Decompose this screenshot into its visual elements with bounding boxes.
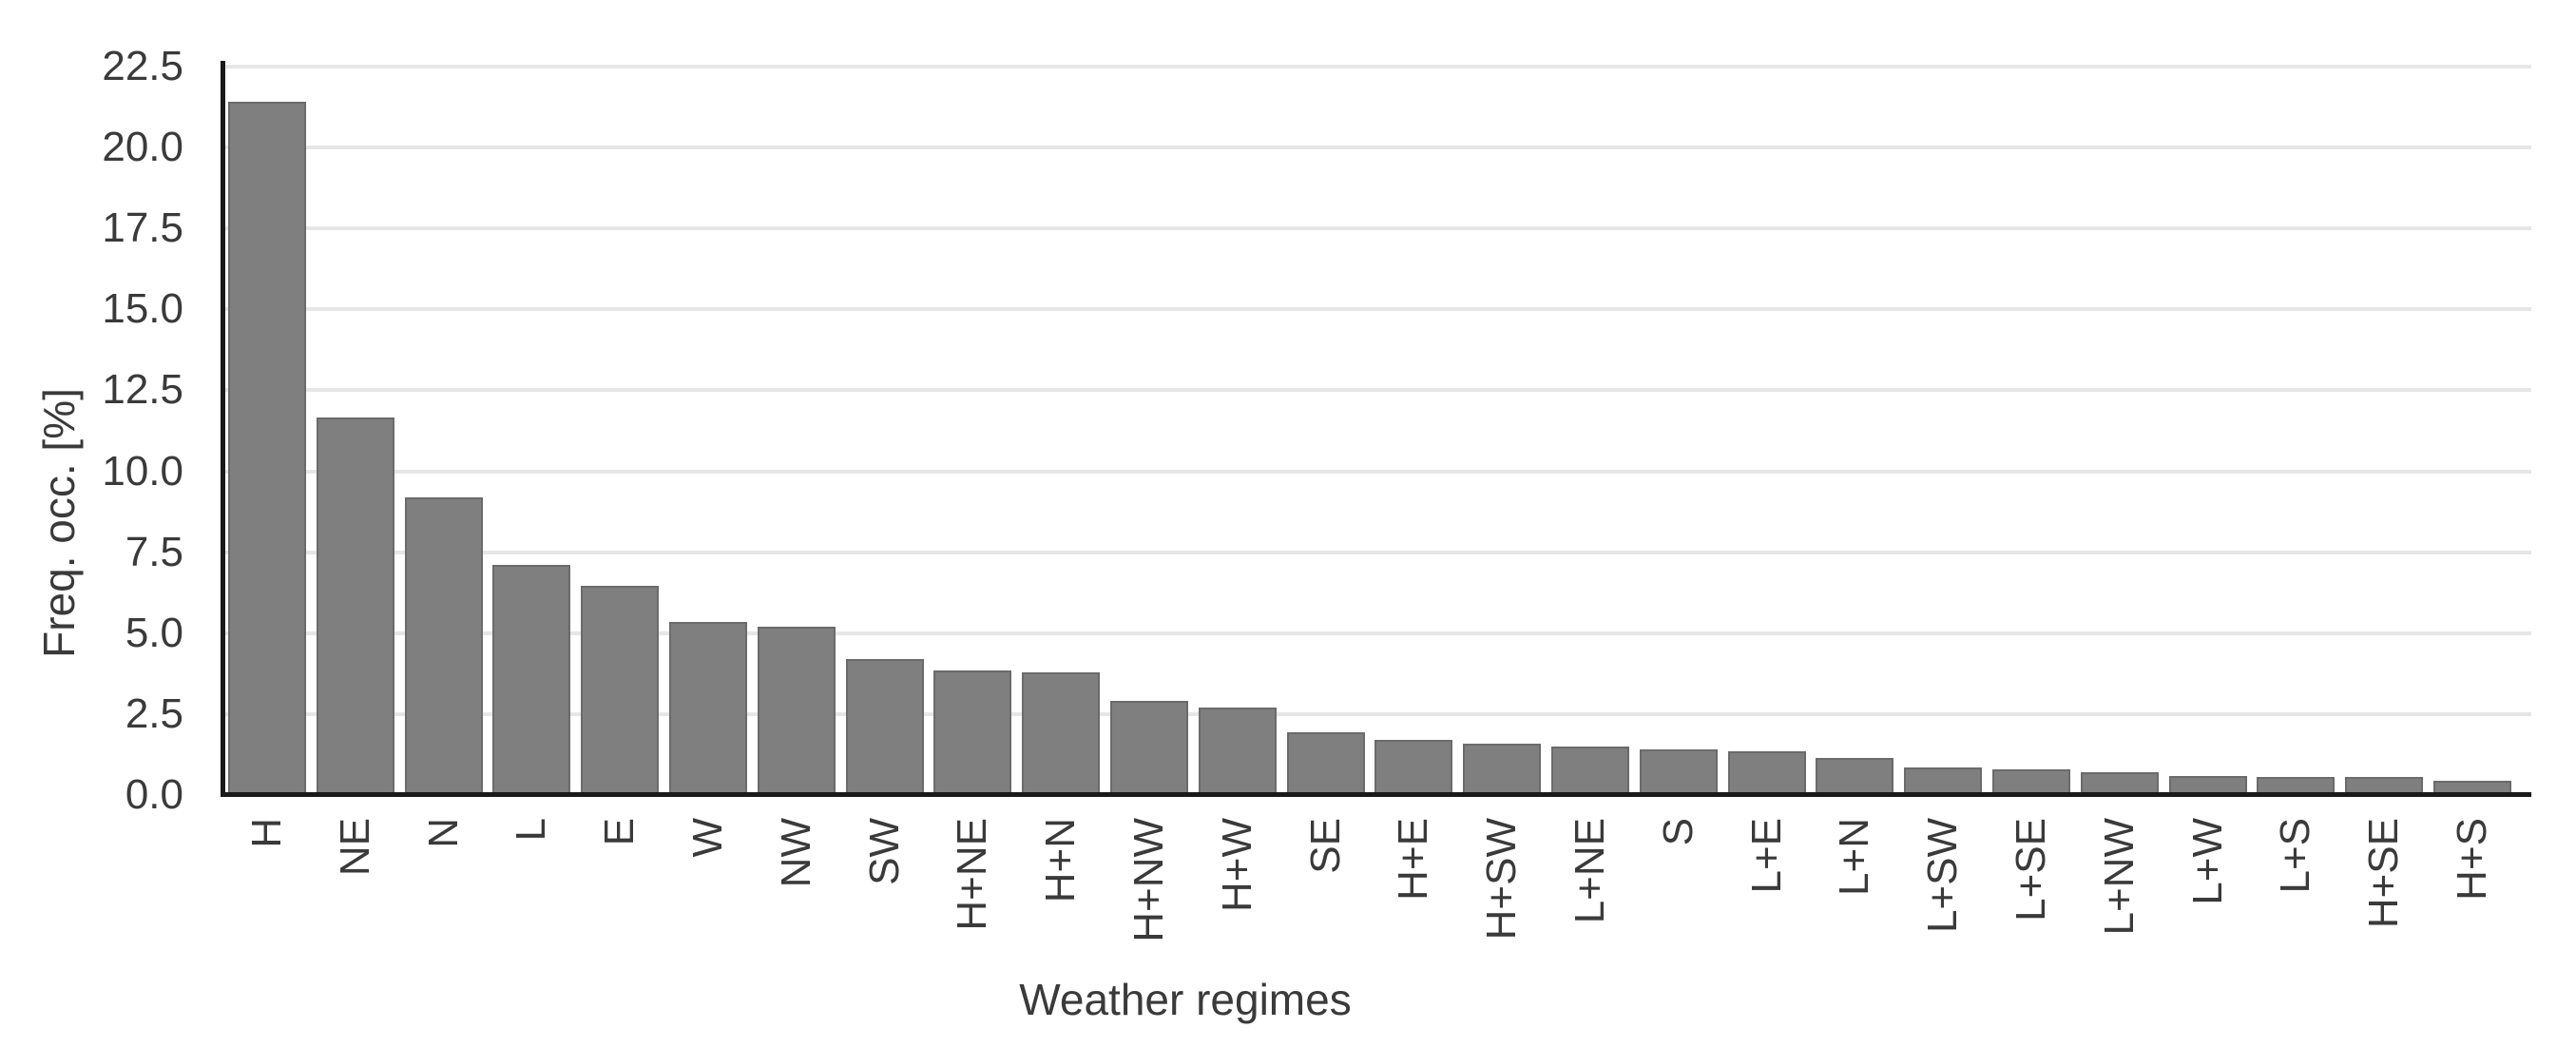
bar-NW [757,626,836,795]
bar-N [404,496,483,795]
x-tick-label: H+N [1037,818,1085,903]
bar-S [1639,749,1718,795]
bar-H+SW [1463,743,1542,795]
y-tick-label: 20.0 [102,124,183,170]
bar-SW [845,658,924,795]
x-tick-label: N [419,818,467,848]
bar-NE [316,417,394,795]
x-tick-label: H+S [2449,818,2495,901]
x-axis-line [221,792,2531,797]
bar-L+SW [1904,767,1983,795]
x-tick-label: L+SW [1919,818,1967,934]
x-tick-label: NE [331,818,378,877]
gridline [225,631,2531,635]
x-tick-label: NW [772,818,819,888]
bar-H [228,102,306,795]
x-tick-label: H+SW [1478,818,1526,941]
x-tick-label: H+NW [1125,818,1172,942]
bar-L+E [1727,751,1806,795]
gridline [225,226,2531,231]
y-axis-line [221,61,225,797]
x-tick-label: L+W [2183,818,2231,905]
bar-E [581,586,660,795]
y-tick-label: 7.5 [125,528,183,575]
x-tick-label: SW [860,818,908,885]
y-tick-label: 22.5 [102,42,183,89]
x-tick-label: W [684,818,731,858]
x-tick-label: L+SE [2008,818,2054,922]
bar-L+SE [1992,768,2070,795]
bar-W [669,621,747,795]
x-tick-label: L+S [2272,818,2319,894]
gridline [225,550,2531,554]
bar-L+N [1816,757,1894,795]
bar-H+NE [933,670,1012,795]
gridline [225,64,2531,68]
bar-H+W [1198,708,1277,795]
bar-L+NE [1551,746,1629,795]
y-tick-label: 15.0 [102,285,183,333]
bar-H+E [1375,740,1453,795]
gridline [225,146,2531,149]
gridline [225,307,2531,312]
x-tick-label: H+E [1390,818,1437,901]
x-tick-label: L [508,818,555,842]
gridline [225,711,2531,716]
y-tick-label: 12.5 [102,366,183,414]
gridline [225,388,2531,393]
x-tick-label: L+N [1831,818,1878,896]
bar-H+N [1022,671,1101,795]
x-tick-label: L+E [1742,818,1790,894]
x-tick-label: H+SE [2360,818,2408,929]
y-tick-label: 2.5 [125,689,183,737]
x-tick-label: SE [1301,818,1349,874]
x-tick-label: E [596,818,644,846]
bar-L [492,565,571,795]
bar-H+NW [1110,701,1188,795]
x-tick-label: L+NE [1567,818,1613,924]
y-axis-title: Freq. occ. [%] [34,388,84,658]
x-tick-label: S [1654,818,1701,846]
x-tick-label: H+W [1213,818,1260,912]
x-tick-label: H [243,818,290,848]
gridline [225,469,2531,474]
y-tick-label: 0.0 [125,771,183,818]
y-tick-label: 17.5 [102,204,183,252]
y-tick-label: 5.0 [125,609,183,656]
x-tick-label: L+NW [2095,818,2143,936]
x-axis-title: Weather regimes [1019,975,1352,1024]
x-tick-label: H+NE [949,818,996,931]
bar-SE [1286,731,1365,795]
y-tick-label: 10.0 [102,447,183,495]
